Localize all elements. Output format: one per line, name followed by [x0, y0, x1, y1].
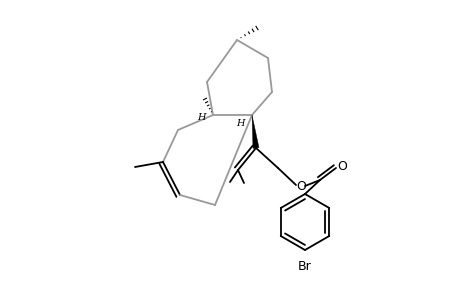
- Text: H: H: [196, 112, 205, 122]
- Text: O: O: [336, 160, 346, 173]
- Polygon shape: [252, 115, 258, 148]
- Text: O: O: [296, 181, 305, 194]
- Text: Br: Br: [297, 260, 311, 273]
- Text: H: H: [235, 118, 244, 127]
